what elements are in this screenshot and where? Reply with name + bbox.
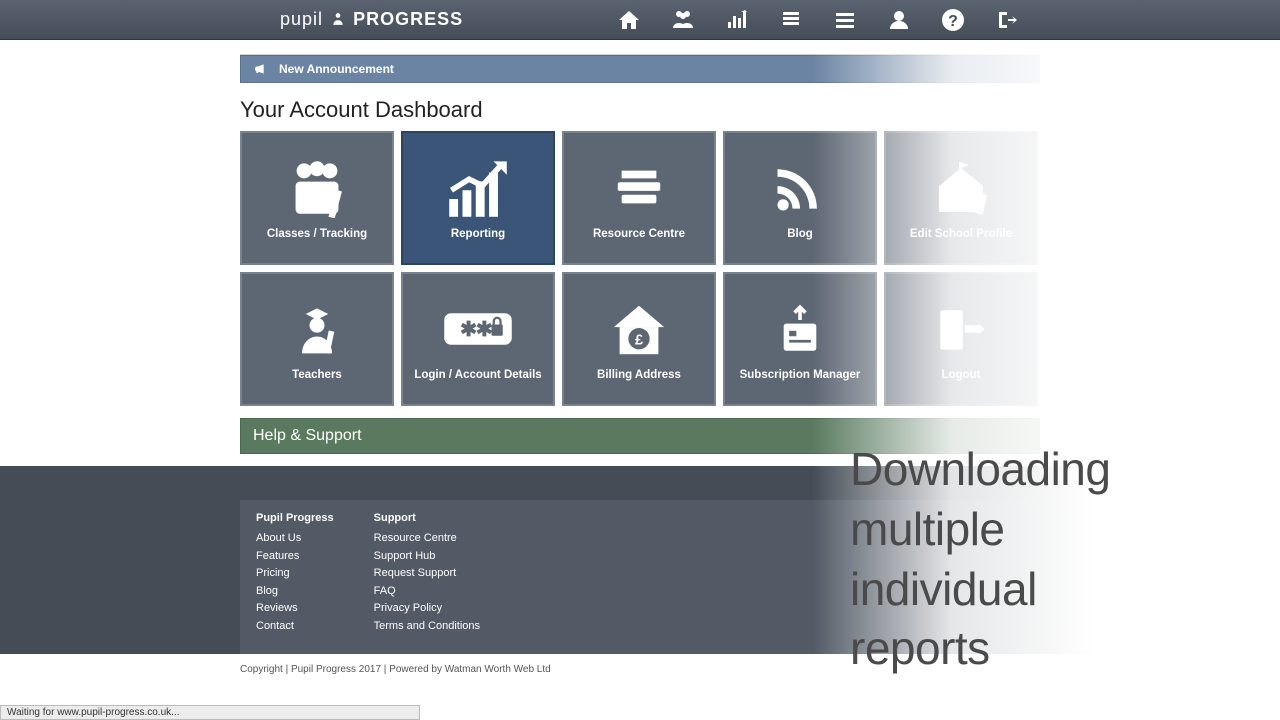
copyright: Copyright | Pupil Progress 2017 | Powere… (240, 664, 551, 675)
tile-label: Blog (787, 228, 813, 240)
footer-link[interactable]: Contact (256, 618, 334, 636)
tile-label: Resource Centre (593, 228, 685, 240)
footer-link[interactable]: Reviews (256, 600, 334, 618)
group-icon (281, 156, 353, 220)
logout-icon[interactable] (994, 7, 1020, 33)
logout-icon (925, 297, 997, 361)
password-icon: ✱✱ (442, 297, 514, 361)
tile-edit-school-profile[interactable]: Edit School Profile (884, 131, 1038, 265)
svg-text:✱: ✱ (460, 319, 477, 341)
footer-col-2: Support Resource CentreSupport HubReques… (374, 512, 480, 636)
footer-link[interactable]: Request Support (374, 565, 480, 583)
overlay-caption: Downloading multiple individual reports (850, 440, 1150, 679)
reporting-icon[interactable] (724, 7, 750, 33)
subscription-icon (764, 297, 836, 361)
footer-link[interactable]: Features (256, 548, 334, 566)
tile-login-account-details[interactable]: ✱✱ Login / Account Details (401, 272, 555, 406)
megaphone-icon (253, 61, 269, 77)
footer-col2-title: Support (374, 512, 480, 524)
footer-link[interactable]: About Us (256, 530, 334, 548)
school-icon (925, 156, 997, 220)
teacher-icon (281, 297, 353, 361)
tile-label: Logout (942, 369, 981, 381)
books-icon (603, 156, 675, 220)
tile-billing-address[interactable]: £ Billing Address (562, 272, 716, 406)
top-nav: ? (616, 7, 1020, 33)
help-icon[interactable]: ? (940, 7, 966, 33)
tile-subscription-manager[interactable]: Subscription Manager (723, 272, 877, 406)
rss-icon (764, 156, 836, 220)
tile-blog[interactable]: Blog (723, 131, 877, 265)
topbar: pupil PROGRESS ? (0, 0, 1280, 40)
help-support-label: Help & Support (253, 427, 362, 445)
tile-logout[interactable]: Logout (884, 272, 1038, 406)
footer-link[interactable]: Support Hub (374, 548, 480, 566)
tile-label: Teachers (292, 369, 342, 381)
tile-label: Classes / Tracking (267, 228, 367, 240)
brand-part2: PROGRESS (353, 9, 463, 29)
tile-label: Reporting (451, 228, 505, 240)
tile-label: Edit School Profile (910, 228, 1012, 240)
svg-text:✱: ✱ (476, 319, 493, 341)
footer-link[interactable]: FAQ (374, 583, 480, 601)
svg-text:£: £ (635, 333, 643, 349)
footer-col-1: Pupil Progress About UsFeaturesPricingBl… (256, 512, 334, 636)
brand-logo[interactable]: pupil PROGRESS (280, 9, 463, 30)
chart-icon (442, 156, 514, 220)
footer-link[interactable]: Privacy Policy (374, 600, 480, 618)
tile-reporting[interactable]: Reporting (401, 131, 555, 265)
page-content: New Announcement Your Account Dashboard … (240, 54, 1040, 454)
tile-resource-centre[interactable]: Resource Centre (562, 131, 716, 265)
tile-teachers[interactable]: Teachers (240, 272, 394, 406)
tiles-grid: Classes / Tracking Reporting Resource Cent… (240, 131, 1040, 406)
resource-icon[interactable] (778, 7, 804, 33)
billing-icon: £ (603, 297, 675, 361)
brand-part1: pupil (280, 9, 323, 29)
announcement-label: New Announcement (279, 62, 394, 76)
footer-link[interactable]: Resource Centre (374, 530, 480, 548)
tile-label: Subscription Manager (740, 369, 861, 381)
menu-icon[interactable] (832, 7, 858, 33)
footer-link[interactable]: Blog (256, 583, 334, 601)
footer-link[interactable]: Pricing (256, 565, 334, 583)
classes-icon[interactable] (670, 7, 696, 33)
footer-col1-title: Pupil Progress (256, 512, 334, 524)
footer-link[interactable]: Terms and Conditions (374, 618, 480, 636)
dashboard-title: Your Account Dashboard (240, 97, 1040, 123)
profile-icon[interactable] (886, 7, 912, 33)
home-icon[interactable] (616, 7, 642, 33)
tile-label: Login / Account Details (414, 369, 541, 381)
browser-statusbar: Waiting for www.pupil-progress.co.uk... (0, 705, 420, 720)
tile-label: Billing Address (597, 369, 681, 381)
tile-classes-tracking[interactable]: Classes / Tracking (240, 131, 394, 265)
svg-text:?: ? (948, 13, 958, 30)
announcement-bar[interactable]: New Announcement (240, 55, 1040, 83)
